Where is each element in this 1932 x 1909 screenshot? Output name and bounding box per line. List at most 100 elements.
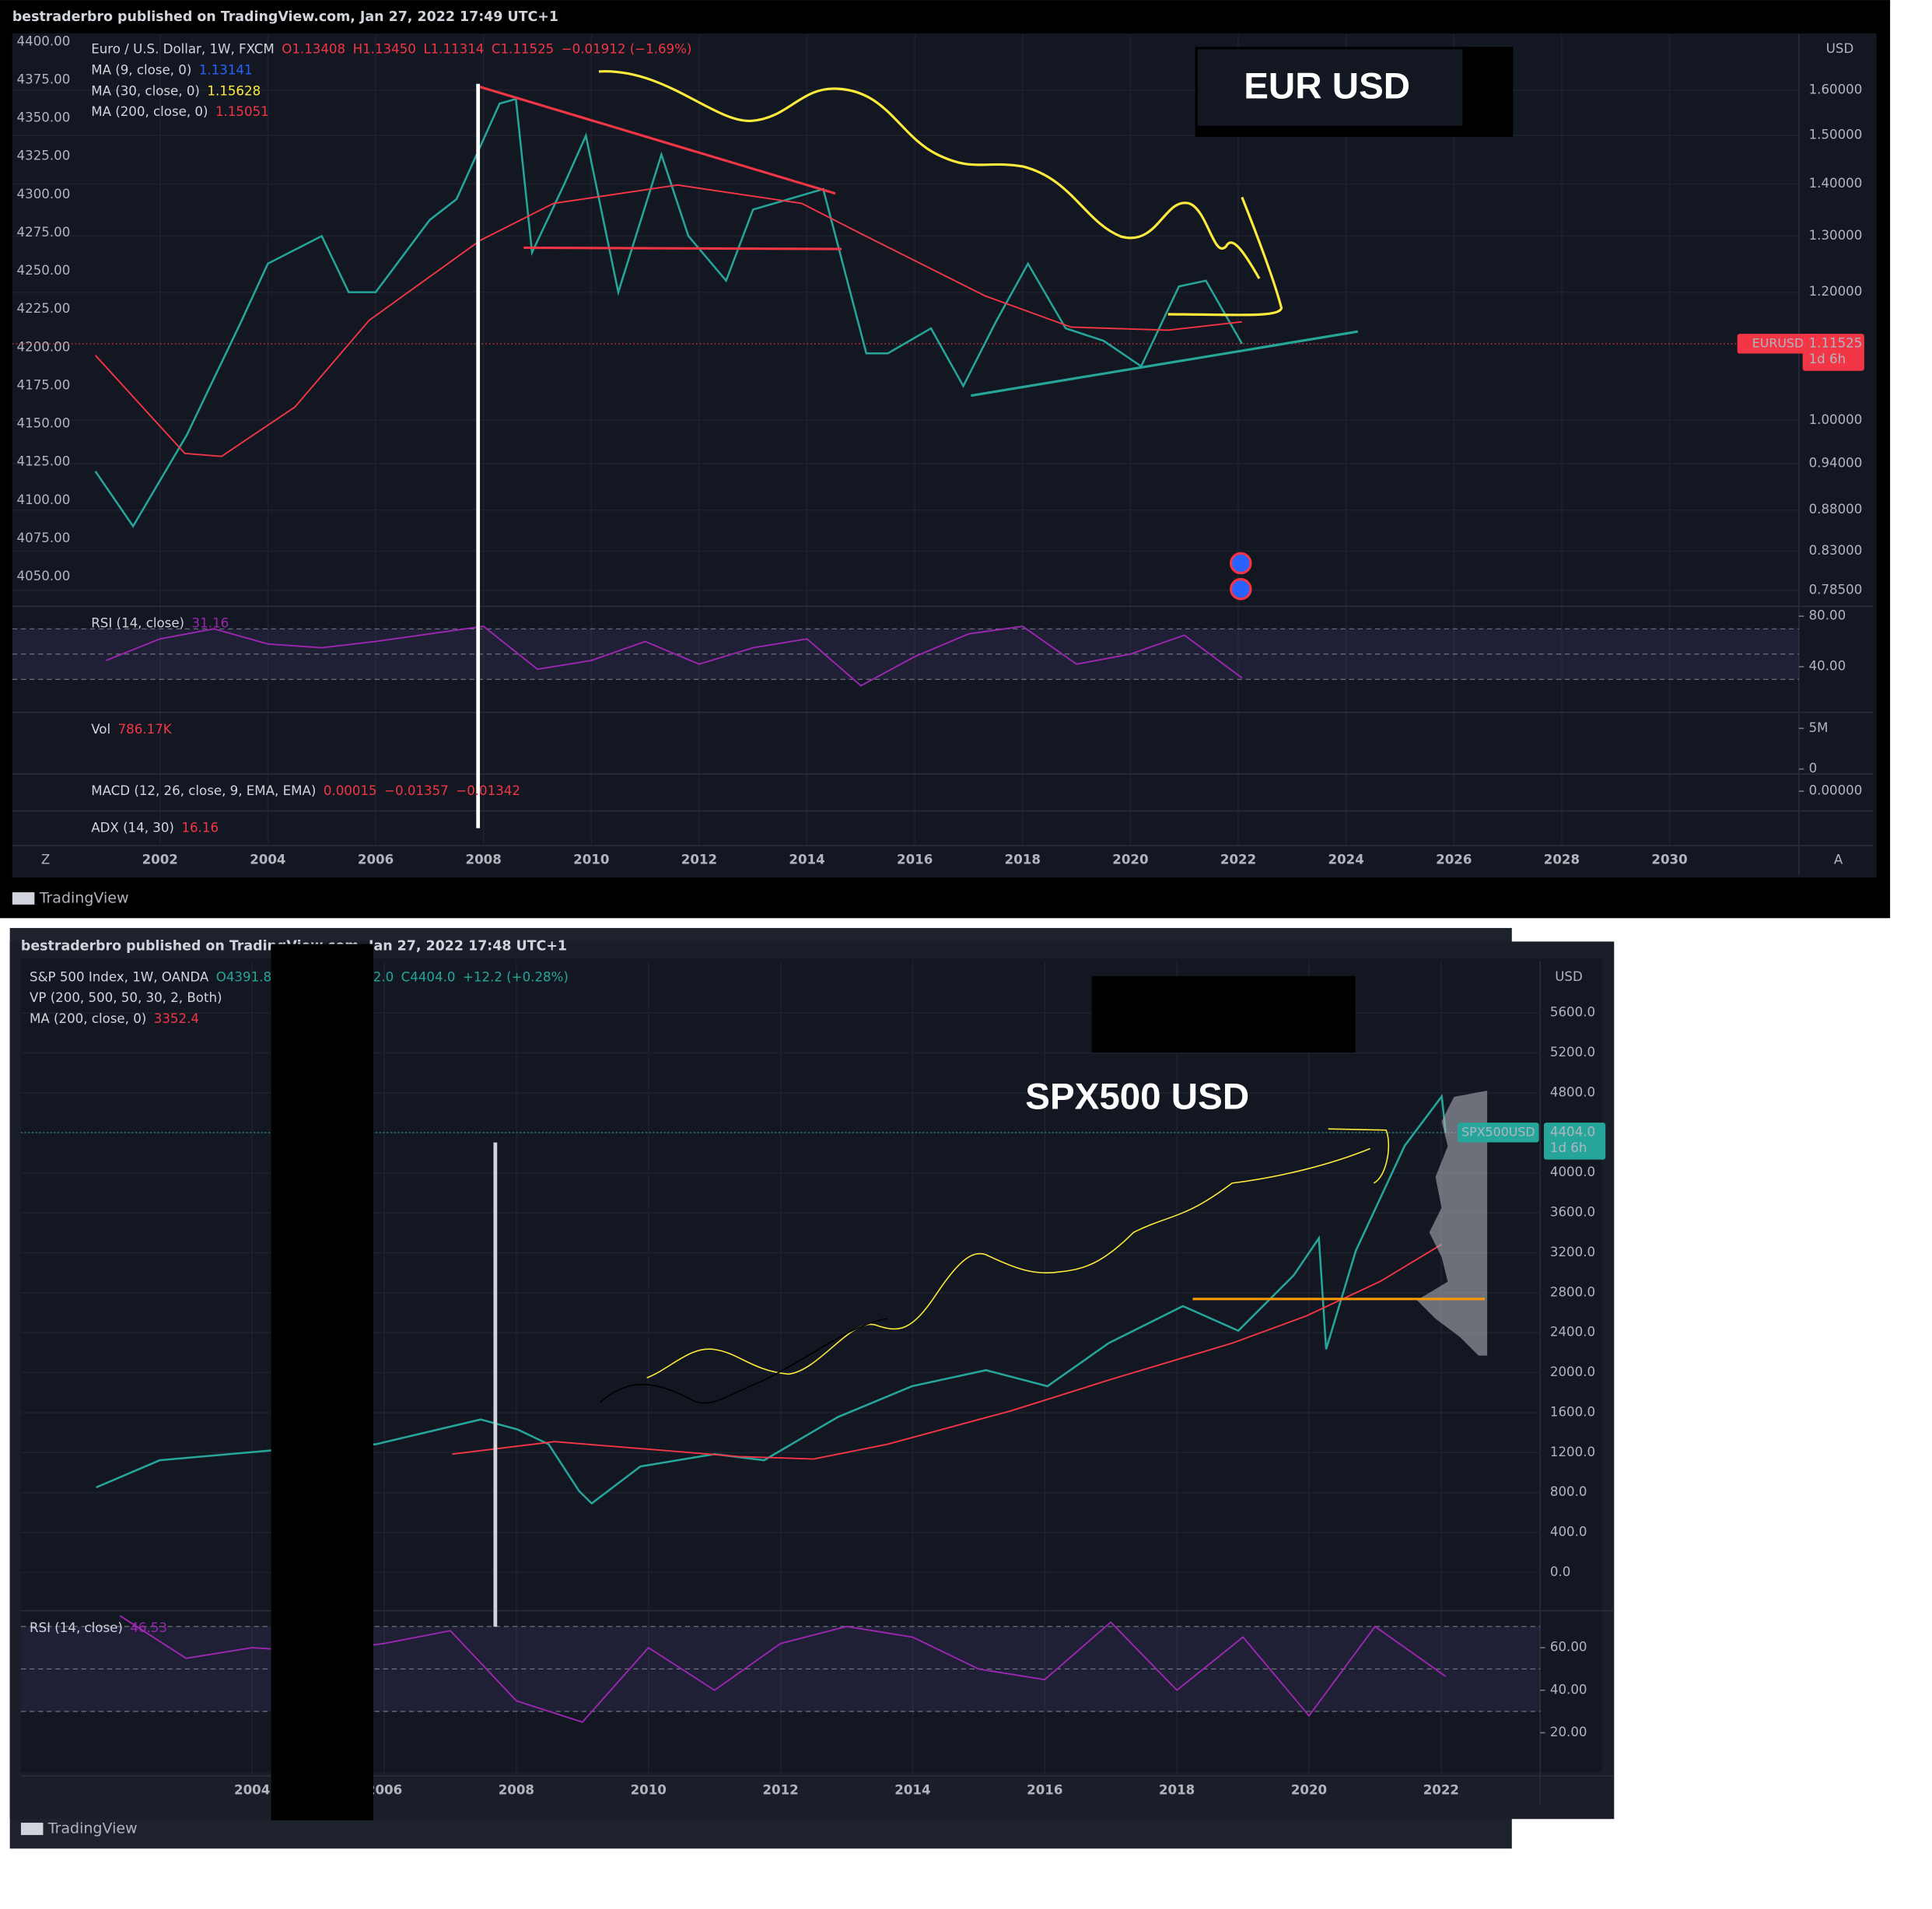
pane-reading: 46.53 xyxy=(130,1620,167,1634)
y-tick-label: 3200.0 xyxy=(1550,1245,1595,1259)
x-tick-label: 2010 xyxy=(573,852,609,867)
y-tick-label: 2800.0 xyxy=(1550,1284,1595,1299)
y-tick-label: 1600.0 xyxy=(1550,1404,1595,1419)
y-tick-label: 800.0 xyxy=(1550,1484,1587,1499)
currency-button[interactable]: USD xyxy=(1826,41,1854,56)
overlay-line xyxy=(646,1147,1370,1378)
y2-tick-label: 4350.00 xyxy=(17,110,71,125)
y2-tick-label: 4100.00 xyxy=(17,492,71,507)
x-tick-label: 2006 xyxy=(366,1782,402,1797)
y-tick-label: 0.83000 xyxy=(1809,543,1863,558)
x-tick-label: 2016 xyxy=(1027,1782,1062,1797)
x-tick-label: 2004 xyxy=(234,1782,270,1797)
x-tick-label: 2022 xyxy=(1423,1782,1459,1797)
y2-tick-label: 4175.00 xyxy=(17,377,71,392)
y-tick-label: 2000.0 xyxy=(1550,1364,1595,1379)
x-tick-label: 2012 xyxy=(681,852,717,867)
indicator-value: 1.15051 xyxy=(215,104,269,119)
x-tick-label: 2006 xyxy=(358,852,394,867)
indicator-legend: MA (200, close, 0) 3352.4 xyxy=(30,1011,199,1026)
symbol-legend: Euro / U.S. Dollar, 1W, FXCM O1.13408 H1.1… xyxy=(91,41,691,56)
event-flag[interactable] xyxy=(1230,552,1252,575)
ohlc-value: O1.13408 xyxy=(282,41,345,56)
x-tick-label: 2020 xyxy=(1112,852,1148,867)
pane-tick-label: 40.00 xyxy=(1550,1682,1587,1697)
price-tag xyxy=(1458,1123,1539,1143)
series-line xyxy=(94,184,1242,457)
label-box xyxy=(1197,49,1463,126)
x-tick-label: 2008 xyxy=(499,1782,534,1797)
scale-button[interactable]: Z xyxy=(41,852,50,867)
y2-tick-label: 4300.00 xyxy=(17,187,71,201)
footer-logo: TradingView xyxy=(47,1820,138,1837)
y-tick-label: 1.60000 xyxy=(1809,82,1863,96)
pane-tick-label: 5M xyxy=(1809,720,1829,735)
y-tick-label: 5200.0 xyxy=(1550,1045,1595,1060)
currency-button[interactable]: USD xyxy=(1555,969,1583,984)
pane-reading: −0.01357 xyxy=(384,783,449,798)
y2-tick-label: 4275.00 xyxy=(17,225,71,240)
pane-name: MACD (12, 26, close, 9, EMA, EMA) xyxy=(91,783,316,798)
indicator-legend: VP (200, 500, 50, 30, 2, Both) xyxy=(30,990,222,1005)
x-tick-label: 2016 xyxy=(897,852,933,867)
chart-bg xyxy=(12,33,1877,877)
indicator-legend: MA (200, close, 0) 1.15051 xyxy=(91,104,269,119)
pane-tick-label: 80.00 xyxy=(1809,608,1846,623)
indicator-legend: MA (9, close, 0) 1.13141 xyxy=(91,62,252,77)
trend-line xyxy=(971,330,1359,398)
y2-tick-label: 4200.00 xyxy=(17,339,71,354)
indicator-name: MA (9, close, 0) xyxy=(91,62,191,77)
symbol-title: Euro / U.S. Dollar, 1W, FXCM xyxy=(91,41,275,56)
x-tick-label: 2010 xyxy=(631,1782,667,1797)
price-tag-countdown: 1d 6h xyxy=(1809,352,1846,366)
y-tick-label: 1.20000 xyxy=(1809,284,1863,299)
pane-reading: 0.00015 xyxy=(324,783,377,798)
x-tick-label: 2024 xyxy=(1328,852,1364,867)
ohlc-value: C4404.0 xyxy=(401,969,456,984)
y2-tick-label: 4125.00 xyxy=(17,454,71,469)
price-tag-symbol: SPX500USD xyxy=(1461,1124,1535,1139)
scale-button[interactable]: A xyxy=(1834,852,1843,867)
indicator-value: 1.15628 xyxy=(207,83,261,98)
x-tick-label: 2012 xyxy=(762,1782,798,1797)
y-tick-label: 0.78500 xyxy=(1809,582,1863,597)
freehand-curve xyxy=(598,70,1261,279)
series-line xyxy=(106,625,1243,687)
x-tick-label: 2020 xyxy=(1291,1782,1327,1797)
pane-name: Vol xyxy=(91,721,110,736)
y2-tick-label: 4050.00 xyxy=(17,569,71,583)
volume-profile xyxy=(1416,1091,1488,1356)
pane-tick-label: 60.00 xyxy=(1550,1640,1587,1655)
footer-logo: TradingView xyxy=(39,889,129,906)
x-tick-label: 2018 xyxy=(1159,1782,1195,1797)
x-tick-label: 2002 xyxy=(142,852,178,867)
x-tick-label: 2028 xyxy=(1544,852,1580,867)
y-tick-label: 0.94000 xyxy=(1809,456,1863,471)
ohlc-value: +12.2 (+0.28%) xyxy=(463,969,569,984)
x-tick-label: 2022 xyxy=(1220,852,1256,867)
indicator-value: 3352.4 xyxy=(154,1011,199,1026)
price-tag xyxy=(1737,334,1819,354)
y2-tick-label: 4075.00 xyxy=(17,531,71,545)
price-tag-value: 1.11525 xyxy=(1809,335,1863,350)
y-tick-label: 1200.0 xyxy=(1550,1445,1595,1459)
y2-tick-label: 4250.00 xyxy=(17,263,71,278)
series-line xyxy=(452,1243,1443,1460)
price-tag-value: 4404.0 xyxy=(1550,1124,1595,1139)
ohlc-value: L1.11314 xyxy=(423,41,484,56)
symbol-title: S&P 500 Index, 1W, OANDA xyxy=(30,969,209,984)
y2-tick-label: 4400.00 xyxy=(17,33,71,48)
trend-line xyxy=(523,246,842,250)
y-tick-label: 1.50000 xyxy=(1809,128,1863,142)
pane-legend: MACD (12, 26, close, 9, EMA, EMA) 0.00015… xyxy=(91,783,520,798)
indicator-legend: MA (30, close, 0) 1.15628 xyxy=(91,83,261,98)
y2-tick-label: 4375.00 xyxy=(17,72,71,86)
x-tick-label: 2030 xyxy=(1651,852,1687,867)
indicator-name: MA (200, close, 0) xyxy=(30,1011,146,1026)
event-flag[interactable] xyxy=(1230,578,1252,601)
y2-tick-label: 4225.00 xyxy=(17,301,71,316)
pane-reading: 31.16 xyxy=(192,615,229,630)
logo-mark xyxy=(20,1823,44,1835)
series-line xyxy=(94,97,1243,528)
pane-name: RSI (14, close) xyxy=(30,1620,123,1634)
